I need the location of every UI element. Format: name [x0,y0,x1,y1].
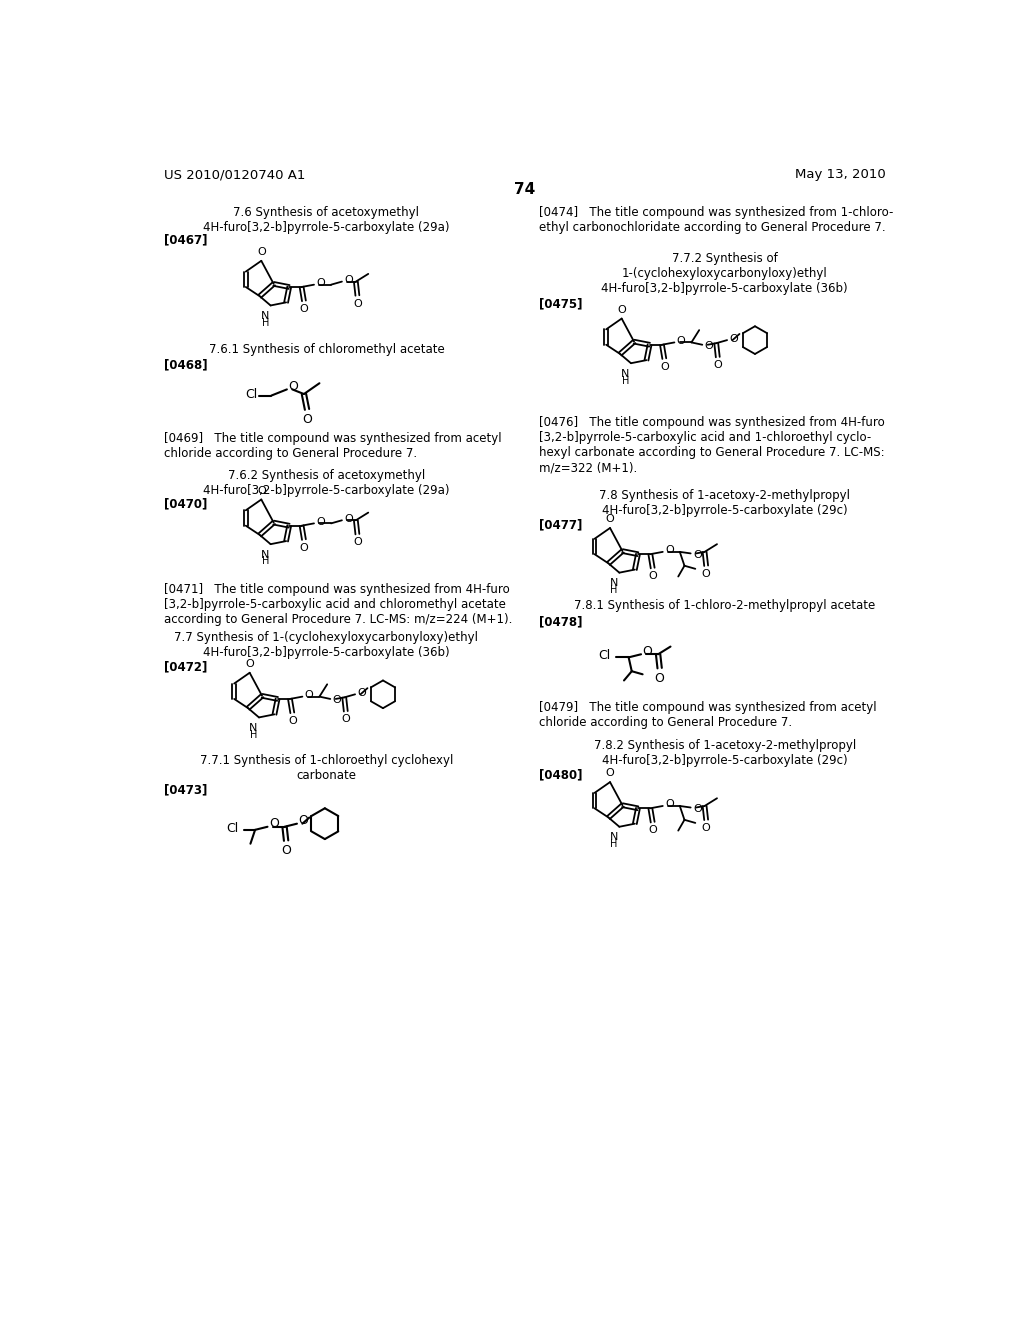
Text: O: O [257,247,265,257]
Text: O: O [316,279,325,288]
Text: O: O [302,413,312,426]
Text: O: O [705,342,714,351]
Text: 7.7.1 Synthesis of 1-chloroethyl cyclohexyl
carbonate: 7.7.1 Synthesis of 1-chloroethyl cyclohe… [200,755,453,783]
Text: [0479]   The title compound was synthesized from acetyl
chloride according to Ge: [0479] The title compound was synthesize… [539,701,877,729]
Text: 74: 74 [514,182,536,197]
Text: 7.6.2 Synthesis of acetoxymethyl
4H-furo[3,2-b]pyrrole-5-carboxylate (29a): 7.6.2 Synthesis of acetoxymethyl 4H-furo… [203,469,450,496]
Text: O: O [282,845,291,858]
Text: O: O [299,814,308,828]
Text: [0477]: [0477] [539,517,582,531]
Text: O: O [677,335,685,346]
Text: O: O [289,380,298,393]
Text: US 2010/0120740 A1: US 2010/0120740 A1 [164,169,305,181]
Text: 7.8 Synthesis of 1-acetoxy-2-methylpropyl
4H-furo[3,2-b]pyrrole-5-carboxylate (2: 7.8 Synthesis of 1-acetoxy-2-methylpropy… [599,488,850,516]
Text: [0471]   The title compound was synthesized from 4H-furo
[3,2-b]pyrrole-5-carbox: [0471] The title compound was synthesize… [164,583,512,627]
Text: 7.7 Synthesis of 1-(cyclohexyloxycarbonyloxy)ethyl
4H-furo[3,2-b]pyrrole-5-carbo: 7.7 Synthesis of 1-(cyclohexyloxycarbony… [174,631,478,659]
Text: 7.8.1 Synthesis of 1-chloro-2-methylpropyl acetate: 7.8.1 Synthesis of 1-chloro-2-methylprop… [574,599,876,612]
Text: O: O [333,696,341,705]
Text: O: O [353,298,361,309]
Text: O: O [654,672,665,685]
Text: O: O [316,517,325,527]
Text: O: O [693,804,701,814]
Text: O: O [701,569,711,578]
Text: O: O [357,688,367,698]
Text: O: O [246,659,254,669]
Text: Cl: Cl [598,649,610,663]
Text: H: H [610,585,617,595]
Text: [0467]: [0467] [164,234,207,247]
Text: O: O [648,572,657,581]
Text: O: O [693,550,701,560]
Text: O: O [714,360,722,370]
Text: O: O [617,305,626,314]
Text: H: H [610,840,617,849]
Text: O: O [729,334,738,343]
Text: [0474]   The title compound was synthesized from 1-chloro-
ethyl carbonochlorida: [0474] The title compound was synthesize… [539,206,893,234]
Text: O: O [269,817,279,830]
Text: O: O [353,537,361,548]
Text: O: O [648,825,657,836]
Text: 7.7.2 Synthesis of
1-(cyclohexyloxycarbonyloxy)ethyl
4H-furo[3,2-b]pyrrole-5-car: 7.7.2 Synthesis of 1-(cyclohexyloxycarbo… [601,252,848,296]
Text: N: N [261,549,269,560]
Text: N: N [261,312,269,321]
Text: O: O [659,362,669,372]
Text: Cl: Cl [245,388,257,400]
Text: O: O [665,800,674,809]
Text: [0480]: [0480] [539,768,583,781]
Text: N: N [621,368,630,379]
Text: O: O [344,513,353,524]
Text: O: O [300,304,308,314]
Text: O: O [344,275,353,285]
Text: [0470]: [0470] [164,498,207,511]
Text: [0472]: [0472] [164,660,207,673]
Text: O: O [257,486,265,496]
Text: [0478]: [0478] [539,615,583,628]
Text: O: O [643,644,652,657]
Text: 7.6.1 Synthesis of chloromethyl acetate: 7.6.1 Synthesis of chloromethyl acetate [209,343,444,356]
Text: O: O [288,715,297,726]
Text: H: H [262,318,269,327]
Text: O: O [665,545,674,556]
Text: [0476]   The title compound was synthesized from 4H-furo
[3,2-b]pyrrole-5-carbox: [0476] The title compound was synthesize… [539,416,885,474]
Text: 7.8.2 Synthesis of 1-acetoxy-2-methylpropyl
4H-furo[3,2-b]pyrrole-5-carboxylate : 7.8.2 Synthesis of 1-acetoxy-2-methylpro… [594,739,856,767]
Text: O: O [701,822,711,833]
Text: May 13, 2010: May 13, 2010 [796,169,886,181]
Text: O: O [305,690,313,700]
Text: 7.6 Synthesis of acetoxymethyl
4H-furo[3,2-b]pyrrole-5-carboxylate (29a): 7.6 Synthesis of acetoxymethyl 4H-furo[3… [203,206,450,234]
Text: O: O [300,543,308,553]
Text: O: O [341,714,350,725]
Text: [0469]   The title compound was synthesized from acetyl
chloride according to Ge: [0469] The title compound was synthesize… [164,432,502,459]
Text: [0475]: [0475] [539,297,583,310]
Text: Cl: Cl [226,822,238,834]
Text: N: N [249,723,257,733]
Text: N: N [609,832,617,842]
Text: H: H [622,376,630,385]
Text: H: H [250,730,257,739]
Text: N: N [609,578,617,587]
Text: O: O [605,515,614,524]
Text: [0473]: [0473] [164,784,207,797]
Text: H: H [262,557,269,566]
Text: [0468]: [0468] [164,359,207,372]
Text: O: O [605,768,614,779]
